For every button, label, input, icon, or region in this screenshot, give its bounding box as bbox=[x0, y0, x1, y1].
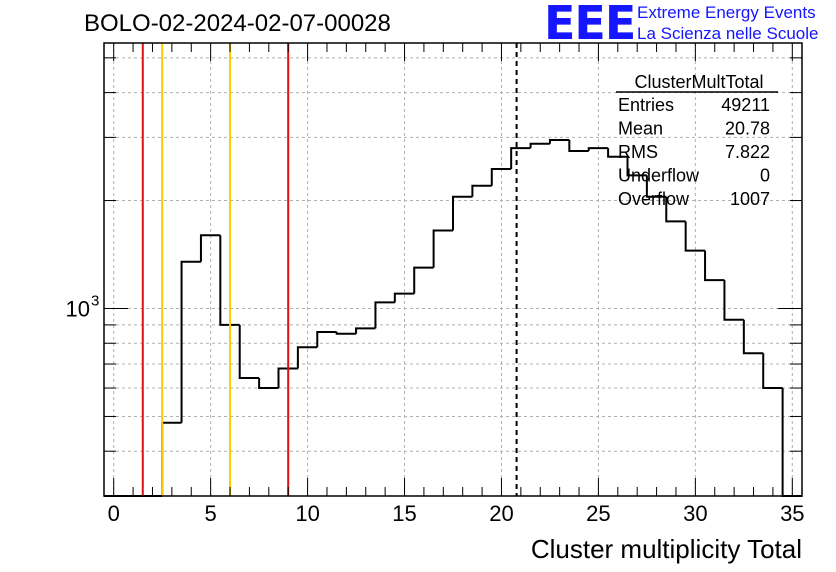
histogram-bin bbox=[587, 147, 609, 151]
histogram-bin bbox=[529, 142, 550, 149]
stats-row-value: 7.822 bbox=[725, 142, 770, 162]
grid bbox=[104, 43, 802, 497]
histogram-bin bbox=[645, 175, 667, 198]
histogram-bin bbox=[510, 147, 531, 169]
histogram-bin bbox=[452, 195, 473, 231]
histogram-bin bbox=[568, 140, 589, 152]
stats-row-label: RMS bbox=[618, 142, 658, 162]
histogram-bin bbox=[413, 266, 434, 294]
x-axis-label: Cluster multiplicity Total bbox=[530, 534, 802, 564]
histogram-bin bbox=[742, 319, 764, 355]
histogram-bin bbox=[548, 139, 570, 144]
histogram-bin bbox=[490, 167, 512, 186]
histogram-bin bbox=[277, 367, 298, 389]
logo-line-2: La Scienza nelle Scuole bbox=[637, 24, 819, 43]
histogram-bin bbox=[296, 346, 318, 369]
x-tick-label: 25 bbox=[586, 501, 610, 526]
y-tick-label-exponent: 3 bbox=[91, 292, 99, 309]
plot-border bbox=[103, 42, 803, 497]
histogram-bin bbox=[704, 250, 725, 282]
vertical-lines bbox=[141, 43, 518, 496]
plot-frame bbox=[103, 42, 803, 497]
histogram-bin bbox=[471, 184, 492, 197]
stats-row-label: Entries bbox=[618, 95, 674, 115]
stats-row-value: 49211 bbox=[721, 95, 770, 115]
histogram-bin bbox=[258, 377, 279, 390]
chart-title: BOLO-02-2024-02-07-00028 bbox=[84, 10, 391, 37]
x-tick-label: 0 bbox=[108, 501, 120, 526]
stats-row-label: Mean bbox=[618, 119, 663, 139]
y-tick-label: 10 bbox=[66, 296, 90, 321]
histogram-bin bbox=[238, 324, 260, 379]
x-tick-label: 35 bbox=[780, 501, 804, 526]
histogram-bin bbox=[393, 292, 415, 303]
x-tick-label: 30 bbox=[683, 501, 707, 526]
eee-logo: EEE bbox=[544, 0, 636, 50]
x-tick-label: 10 bbox=[295, 501, 319, 526]
histogram-bin bbox=[607, 148, 628, 158]
stats-row-label: Underflow bbox=[618, 166, 700, 186]
histogram-bin bbox=[219, 235, 240, 326]
stats-box-name: ClusterMultTotal bbox=[634, 72, 763, 92]
stats-box: ClusterMultTotal Entries 49211 Mean 20.78 RMS… bbox=[616, 72, 778, 209]
stats-row-value: 20.78 bbox=[725, 119, 770, 139]
histogram-bin bbox=[432, 229, 453, 268]
x-tick-label: 5 bbox=[205, 501, 217, 526]
stats-row-label: Overflow bbox=[618, 189, 690, 209]
stats-row-value: 0 bbox=[760, 166, 770, 186]
histogram-bars bbox=[104, 139, 802, 497]
stats-row-value: 1007 bbox=[730, 189, 770, 209]
histogram-bin bbox=[180, 260, 201, 423]
x-tick-label: 15 bbox=[392, 501, 416, 526]
histogram-bin bbox=[355, 327, 376, 334]
histogram-bin bbox=[161, 421, 182, 496]
histogram-bin bbox=[316, 330, 337, 348]
x-tick-label: 20 bbox=[489, 501, 513, 526]
histogram-bin bbox=[374, 301, 395, 329]
histogram-bin bbox=[335, 331, 357, 335]
histogram-bin bbox=[626, 156, 647, 177]
histogram-bin bbox=[684, 221, 706, 252]
histogram-bin bbox=[199, 234, 221, 262]
histogram-bin bbox=[665, 196, 686, 223]
histogram-bin bbox=[723, 280, 744, 321]
axis-ticks bbox=[104, 43, 802, 497]
logo-line-1: Extreme Energy Events bbox=[637, 3, 816, 22]
histogram-bin bbox=[762, 353, 783, 390]
